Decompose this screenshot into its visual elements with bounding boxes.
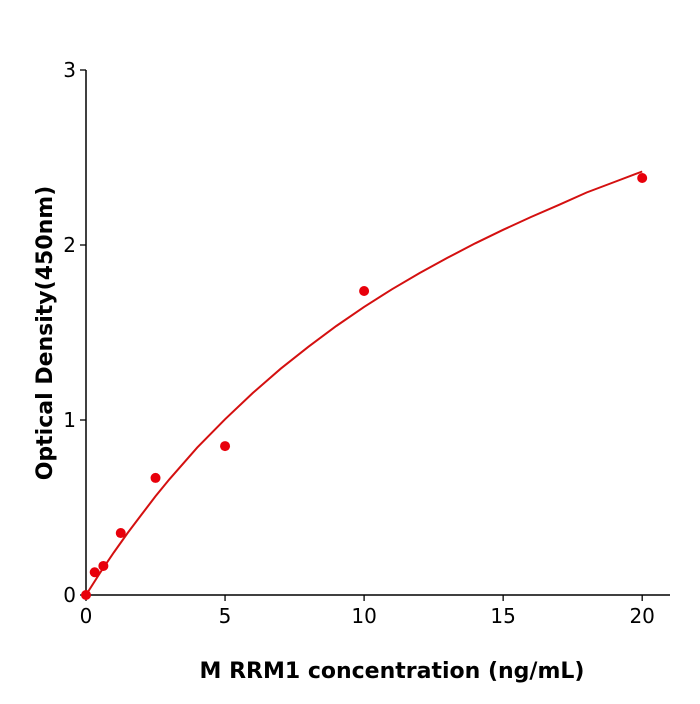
y-tick-label: 0 [63,583,76,607]
x-tick-label: 10 [351,604,376,628]
data-point [81,590,91,600]
y-tick-label: 3 [63,58,76,82]
data-point [115,528,126,539]
x-tick-label: 0 [80,604,93,628]
data-point [359,286,370,297]
data-point [98,560,109,571]
data-point [220,441,231,452]
marks [81,170,648,600]
fit-curve [85,170,643,596]
data-point [637,172,648,183]
x-tick-label: 20 [629,604,654,628]
y-tick-label: 2 [63,233,76,257]
y-tick-label: 1 [63,408,76,432]
y-axis-label: Optical Density(450nm) [33,186,58,481]
axes: 0 5 10 15 20 0 1 2 3 [63,58,670,628]
data-point [89,567,100,578]
x-tick-label: 5 [219,604,232,628]
x-tick-label: 15 [490,604,515,628]
data-point [150,472,161,483]
x-axis-label: M RRM1 concentration (ng/mL) [200,659,585,684]
